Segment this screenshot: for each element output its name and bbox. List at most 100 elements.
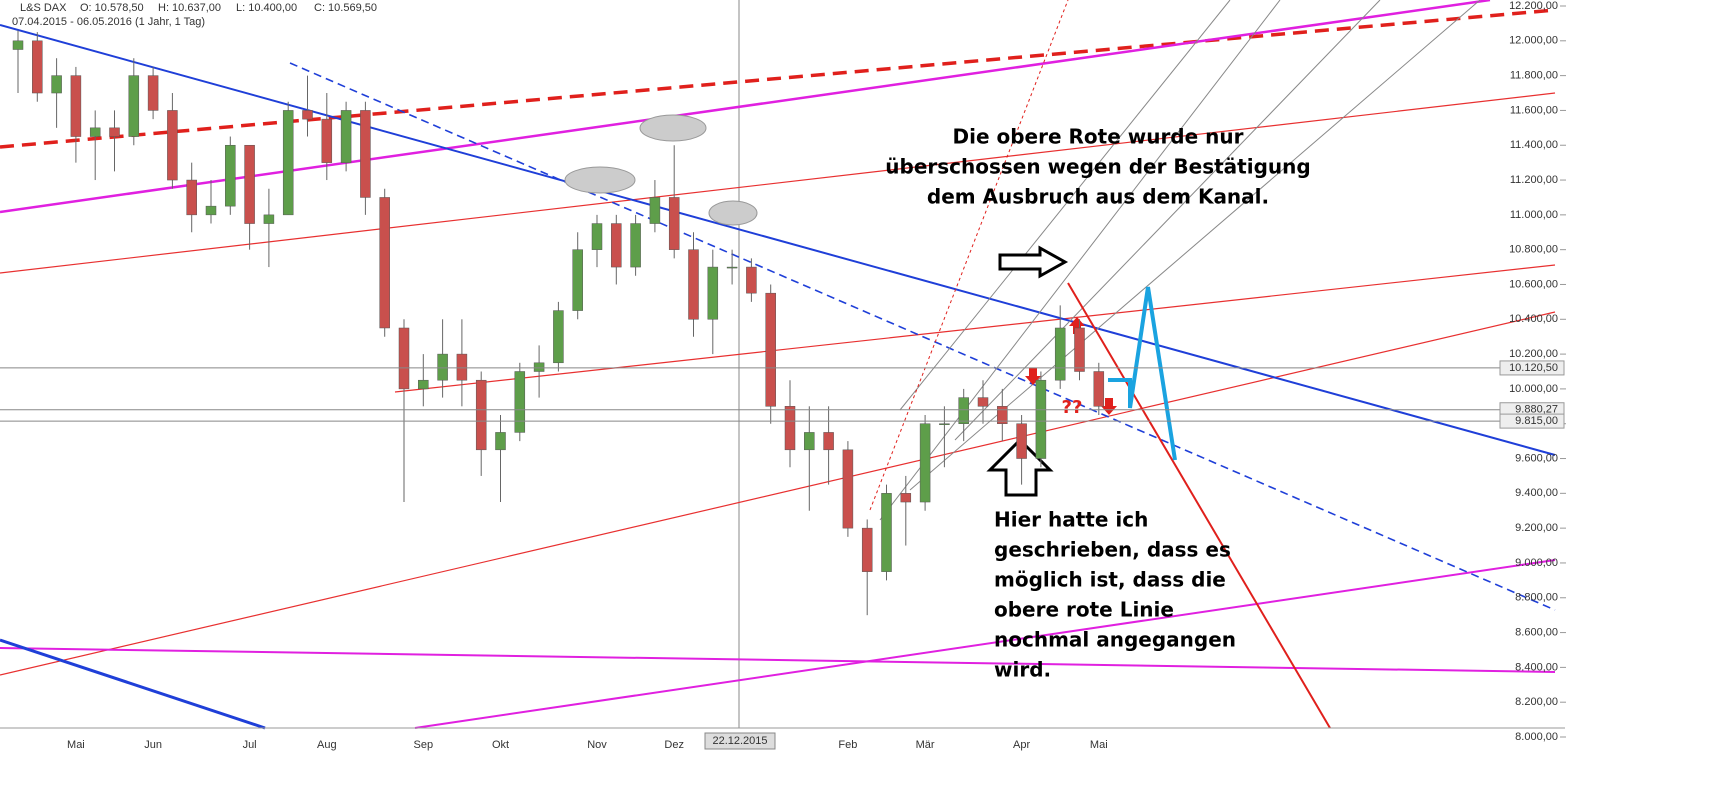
- candle-body: [12, 40, 24, 50]
- x-tick-label: Mai: [67, 739, 85, 751]
- candle-body: [475, 379, 487, 451]
- price-tag-label: 9.880,27: [1515, 404, 1558, 416]
- candle-body: [765, 292, 776, 407]
- price-tag: [1499, 413, 1565, 429]
- candle-body: [823, 432, 834, 451]
- annotation: möglich ist, dass die: [994, 568, 1226, 592]
- x-tick-label: Mai: [1090, 739, 1108, 751]
- y-tick-label: 11.600,00: [1510, 104, 1558, 116]
- y-tick-label: 11.400,00: [1510, 139, 1558, 151]
- y-tick-label: 12.000,00: [1509, 35, 1558, 47]
- y-tick-label: 10.600,00: [1509, 278, 1558, 290]
- y-tick-label: 8.200,00: [1515, 696, 1558, 708]
- candle-body: [1074, 327, 1085, 372]
- candle-body: [282, 110, 294, 216]
- candle-body: [225, 144, 236, 207]
- candle-body: [997, 406, 1008, 424]
- candle-body: [804, 432, 815, 451]
- candle-body: [167, 110, 178, 181]
- candle-body: [977, 397, 989, 407]
- candle-body: [340, 110, 352, 163]
- candle-body: [553, 310, 564, 364]
- y-tick-label: 8.600,00: [1515, 626, 1558, 638]
- y-tick-label: 11.800,00: [1510, 70, 1558, 82]
- candle-body: [900, 493, 912, 503]
- y-tick-label: 10.800,00: [1509, 244, 1558, 256]
- y-tick-label: 9.200,00: [1515, 522, 1558, 534]
- x-tick-label: Nov: [587, 739, 607, 751]
- candle-body: [707, 266, 719, 320]
- candle-body: [611, 223, 622, 268]
- candle-body: [302, 110, 313, 120]
- candle-body: [746, 266, 757, 294]
- crosshair-box: [704, 732, 776, 750]
- x-tick-label: Feb: [838, 739, 857, 751]
- candle-body: [456, 353, 468, 381]
- y-tick-label: 8.400,00: [1515, 661, 1558, 673]
- x-tick-label: Okt: [492, 739, 509, 751]
- candle-body: [70, 75, 82, 137]
- candle-body: [379, 197, 390, 329]
- ohlc-label: O: 10.578,50: [80, 2, 144, 14]
- candle-body: [244, 144, 255, 224]
- ohlc-label: L: 10.400,00: [236, 2, 297, 14]
- annotation: geschrieben, dass es: [994, 538, 1231, 562]
- candle-body: [1093, 371, 1105, 407]
- crosshair-label: 22.12.2015: [712, 735, 767, 747]
- candle-body: [495, 432, 506, 451]
- y-tick-label: 9.600,00: [1515, 452, 1558, 464]
- x-tick-label: Jun: [144, 739, 162, 751]
- price-tag: [1499, 360, 1565, 376]
- candle-body: [649, 197, 661, 224]
- candle-body: [263, 214, 275, 224]
- candle-body: [842, 449, 854, 529]
- candle-body: [514, 371, 526, 433]
- candle-body: [939, 423, 950, 425]
- candle-body: [881, 493, 892, 572]
- y-tick-label: 11.000,00: [1510, 209, 1558, 221]
- candle-body: [1054, 327, 1066, 381]
- candle-body: [360, 110, 371, 198]
- y-tick-label: 10.000,00: [1509, 383, 1558, 395]
- candle-body: [418, 379, 429, 390]
- candle-body: [919, 423, 931, 503]
- y-tick-label: 11.200,00: [1510, 174, 1558, 186]
- candle-body: [591, 223, 603, 250]
- y-tick-label: 10.400,00: [1509, 313, 1558, 325]
- candle-body: [1016, 423, 1027, 459]
- y-tick-label: 8.800,00: [1515, 592, 1558, 604]
- x-tick-label: Apr: [1013, 739, 1030, 751]
- candle-body: [109, 127, 120, 137]
- annotation: nochmal angegangen: [994, 628, 1236, 652]
- chart-title: L&S DAX: [20, 2, 67, 14]
- ohlc-label: H: 10.637,00: [158, 2, 221, 14]
- candle-body: [51, 75, 62, 94]
- annotation: obere rote Linie: [994, 598, 1174, 622]
- candle-body: [147, 75, 159, 111]
- trendlines: [0, 0, 1556, 730]
- candle-body: [572, 249, 583, 311]
- y-tick-label: 9.400,00: [1515, 487, 1558, 499]
- candle-body: [186, 179, 197, 216]
- candle-body: [398, 327, 410, 390]
- candles: [12, 30, 1105, 616]
- candle-body: [630, 223, 641, 268]
- candle-body: [128, 75, 140, 137]
- annotation: dem Ausbruch aus dem Kanal.: [927, 185, 1269, 209]
- y-tick-label: 8.000,00: [1515, 731, 1558, 743]
- annotation: wird.: [994, 658, 1051, 682]
- candle-body: [861, 527, 873, 572]
- y-tick-label: 12.200,00: [1509, 0, 1558, 12]
- candle-body: [321, 118, 333, 163]
- price-tag-label: 9.815,00: [1515, 415, 1558, 427]
- x-tick-label: Jul: [243, 739, 257, 751]
- annotation: Die obere Rote wurde nur: [953, 125, 1244, 149]
- candle-body: [668, 197, 680, 250]
- candle-body: [688, 249, 699, 320]
- candle-body: [784, 406, 796, 451]
- candle-body: [533, 362, 545, 372]
- annotation: ??: [1062, 397, 1083, 418]
- ohlc-label: C: 10.569,50: [314, 2, 377, 14]
